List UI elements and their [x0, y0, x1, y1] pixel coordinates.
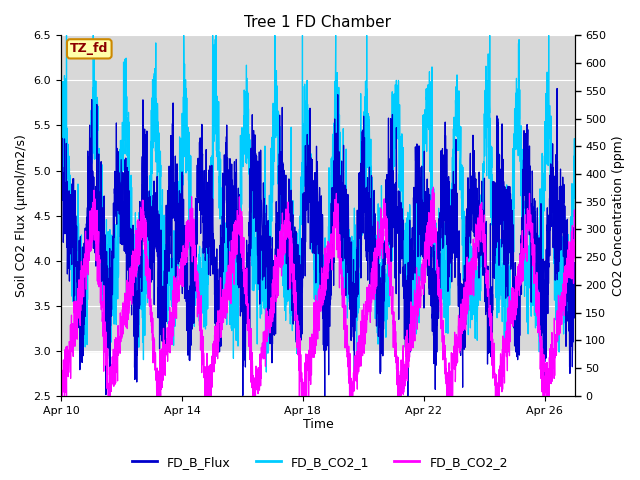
- FD_B_Flux: [254, 243, 262, 249]
- FD_B_CO2_1: [561, 277, 569, 283]
- FD_B_CO2_1: [147, 260, 154, 266]
- Line: FD_B_CO2_1: FD_B_CO2_1: [61, 36, 575, 378]
- FD_B_CO2_2: [276, 232, 284, 238]
- Bar: [61, 36, 575, 351]
- FD_B_CO2_2: [561, 263, 569, 269]
- FD_B_CO2_1: [63, 33, 70, 38]
- FD_B_Flux: [276, 176, 284, 182]
- FD_B_CO2_2: [58, 393, 65, 399]
- FD_B_CO2_1: [571, 184, 579, 190]
- FD_B_CO2_2: [57, 390, 65, 396]
- FD_B_CO2_2: [147, 312, 154, 318]
- FD_B_Flux: [321, 393, 328, 399]
- FD_B_Flux: [561, 218, 569, 224]
- FD_B_Flux: [553, 85, 561, 91]
- FD_B_CO2_1: [276, 226, 284, 232]
- Title: Tree 1 FD Chamber: Tree 1 FD Chamber: [244, 15, 392, 30]
- FD_B_Flux: [506, 214, 513, 220]
- FD_B_Flux: [571, 271, 579, 276]
- Line: FD_B_Flux: FD_B_Flux: [61, 88, 575, 396]
- Text: TZ_fd: TZ_fd: [70, 42, 108, 55]
- FD_B_CO2_2: [116, 346, 124, 351]
- FD_B_CO2_1: [353, 375, 360, 381]
- FD_B_Flux: [147, 271, 154, 276]
- Y-axis label: Soil CO2 Flux (μmol/m2/s): Soil CO2 Flux (μmol/m2/s): [15, 134, 28, 297]
- FD_B_Flux: [116, 180, 124, 186]
- FD_B_CO2_1: [506, 276, 514, 281]
- Y-axis label: CO2 Concentration (ppm): CO2 Concentration (ppm): [612, 135, 625, 296]
- FD_B_CO2_1: [57, 204, 65, 210]
- Line: FD_B_CO2_2: FD_B_CO2_2: [61, 187, 575, 396]
- FD_B_CO2_1: [255, 237, 262, 242]
- X-axis label: Time: Time: [303, 419, 333, 432]
- FD_B_CO2_2: [506, 339, 514, 345]
- FD_B_CO2_1: [116, 167, 124, 173]
- FD_B_Flux: [57, 183, 65, 189]
- Legend: FD_B_Flux, FD_B_CO2_1, FD_B_CO2_2: FD_B_Flux, FD_B_CO2_1, FD_B_CO2_2: [127, 451, 513, 474]
- FD_B_CO2_2: [571, 223, 579, 229]
- FD_B_CO2_2: [255, 365, 262, 371]
- FD_B_CO2_2: [429, 184, 437, 190]
